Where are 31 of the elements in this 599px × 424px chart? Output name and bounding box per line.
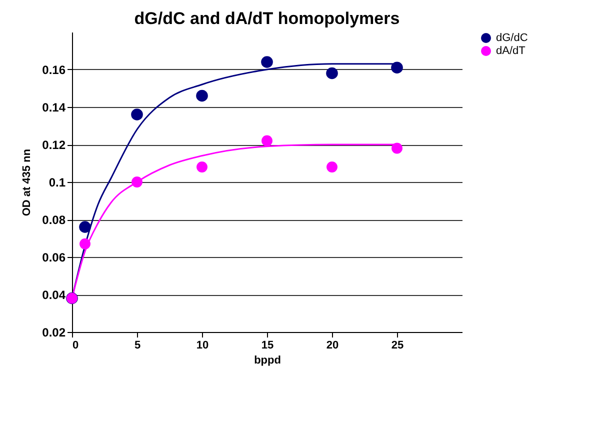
y-tick-label: 0.1 — [48, 176, 66, 190]
y-tick-label: 0.08 — [42, 213, 66, 227]
legend-label: dG/dC — [496, 32, 528, 44]
x-tick-label: 20 — [326, 340, 339, 352]
point — [391, 62, 403, 74]
x-tick-label: 5 — [134, 340, 141, 352]
y-tick-label: 0.12 — [42, 138, 66, 152]
x-tick-label: 10 — [196, 340, 209, 352]
y-tick-label: 0.02 — [42, 326, 66, 340]
point — [80, 238, 90, 250]
y-axis-title: OD at 435 nn — [21, 148, 34, 216]
x-axis-title: bppd — [254, 354, 281, 366]
x-tick-label: 15 — [261, 340, 274, 352]
point — [131, 108, 143, 120]
point — [326, 67, 338, 80]
y-tick-label: 0.04 — [42, 288, 66, 302]
point — [196, 162, 208, 172]
legend-label: dA/dT — [496, 45, 526, 57]
point — [326, 162, 338, 172]
x-tick-label: 0 — [72, 340, 79, 352]
point — [262, 135, 272, 146]
point — [196, 90, 208, 102]
point — [132, 176, 142, 188]
point — [392, 142, 402, 154]
chart-title: dG/dC and dA/dT homopolymers — [134, 9, 400, 28]
y-tick-label: 0.06 — [42, 250, 66, 264]
point — [261, 56, 273, 68]
x-tick-label: 25 — [391, 340, 404, 352]
y-tick-label: 0.14 — [42, 100, 66, 114]
point — [79, 221, 91, 233]
y-tick-label: 0.16 — [42, 63, 66, 77]
